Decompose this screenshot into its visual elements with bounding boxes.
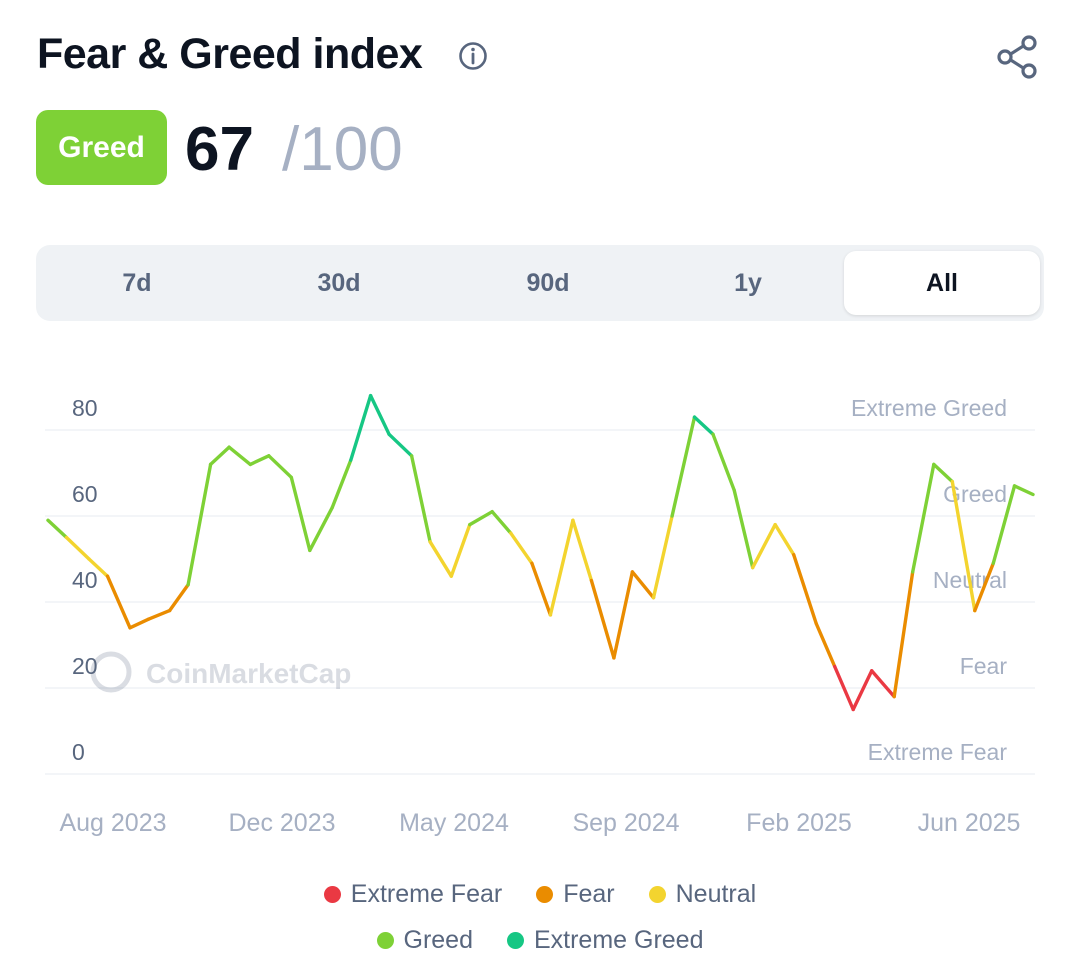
series-segment	[911, 462, 936, 574]
legend-item-extreme-greed: Extreme Greed	[506, 926, 704, 955]
legend-item-fear: Fear	[536, 880, 615, 909]
series-segment	[670, 415, 697, 518]
series-segment	[692, 415, 715, 437]
x-tick-label: Sep 2024	[572, 809, 679, 837]
series-segment	[571, 518, 594, 583]
series-segment	[630, 570, 656, 600]
series-segment	[167, 583, 190, 613]
series-segment	[289, 475, 312, 553]
legend-dot	[376, 932, 394, 949]
x-tick-label: Dec 2023	[228, 809, 335, 837]
series-segment	[711, 432, 736, 492]
series-segment	[449, 522, 472, 578]
zone-label: Extreme Fear	[868, 739, 1008, 765]
series-segment	[308, 505, 334, 553]
series-segment	[991, 484, 1017, 566]
legend-item-neutral: Neutral	[648, 880, 757, 909]
share-icon[interactable]	[995, 33, 1041, 81]
x-tick-label: Feb 2025	[746, 809, 852, 837]
y-tick-label: 40	[72, 567, 98, 593]
watermark: CoinMarketCap	[90, 651, 351, 693]
series-segment	[814, 621, 837, 669]
series-segment	[1012, 484, 1035, 497]
series-segment	[612, 570, 635, 660]
series-segment	[932, 462, 954, 484]
info-icon[interactable]	[458, 41, 488, 71]
tab-90d[interactable]: 90d	[526, 268, 570, 297]
y-tick-label: 80	[72, 395, 98, 421]
legend-label: Greed	[403, 926, 473, 954]
legend-dot	[648, 886, 666, 903]
series-segment	[751, 522, 777, 570]
watermark-text: CoinMarketCap	[146, 658, 351, 689]
legend-label: Neutral	[675, 880, 757, 908]
series-segment	[773, 522, 796, 557]
series-segment	[46, 518, 69, 540]
series-segment	[468, 509, 494, 527]
y-tick-label: 0	[72, 739, 85, 765]
series-segment	[227, 445, 253, 467]
legend-item-greed: Greed	[376, 926, 473, 955]
legend-item-extreme-fear: Extreme Fear	[323, 880, 503, 909]
series-segment	[208, 445, 231, 467]
series-segment	[833, 664, 855, 712]
series-segment	[892, 570, 915, 699]
y-tick-label: 20	[72, 653, 98, 679]
series-segment	[387, 432, 414, 458]
series-segment	[530, 561, 553, 617]
series-segment	[105, 574, 132, 630]
tab-1y[interactable]: 1y	[734, 268, 762, 297]
zone-label: Fear	[960, 653, 1008, 679]
sentiment-badge: Greed	[36, 110, 167, 185]
series-segment	[128, 617, 151, 630]
series-segment	[267, 454, 293, 480]
tab-7d[interactable]: 7d	[122, 268, 152, 297]
x-tick-label: Aug 2023	[59, 809, 166, 837]
page-title: Fear & Greed index	[37, 30, 423, 78]
series-segment	[851, 669, 874, 712]
series-segment	[64, 535, 91, 561]
legend-dot	[506, 932, 524, 949]
series-segment	[792, 552, 818, 626]
series-segment	[651, 514, 674, 600]
index-value: 67	[185, 115, 254, 184]
legend-label: Fear	[563, 880, 615, 908]
series-segment	[186, 462, 213, 587]
series-segment	[248, 454, 271, 467]
series-segment	[87, 557, 110, 578]
series-segment	[950, 479, 977, 613]
tab-all[interactable]: All	[844, 251, 1040, 315]
series-segment	[349, 393, 373, 462]
legend-row-2: Greed Extreme Greed	[0, 926, 1080, 955]
legend-dot	[323, 886, 341, 903]
series-segment	[548, 518, 575, 617]
index-max: /100	[282, 115, 403, 184]
series-segment	[870, 669, 896, 699]
series-segment	[732, 488, 755, 570]
legend-label: Extreme Greed	[533, 926, 704, 954]
legend-dot	[536, 886, 554, 903]
series-segment	[428, 540, 453, 578]
tab-30d[interactable]: 30d	[317, 268, 361, 297]
series-segment	[330, 458, 353, 510]
series-segment	[589, 578, 616, 660]
time-range-tabs: 7d 30d 90d 1y All	[36, 245, 1044, 321]
legend-row-1: Extreme Fear Fear Neutral	[0, 880, 1080, 909]
x-tick-label: Jun 2025	[918, 809, 1021, 837]
series-segment	[146, 608, 172, 621]
series-segment	[368, 393, 391, 437]
x-tick-label: May 2024	[399, 809, 509, 837]
y-tick-label: 60	[72, 481, 98, 507]
series-segment	[509, 531, 534, 566]
zone-label: Extreme Greed	[851, 395, 1007, 421]
legend-label: Extreme Fear	[350, 880, 503, 908]
coinmarketcap-logo-icon	[90, 651, 132, 693]
series-segment	[490, 509, 513, 535]
series-segment	[973, 561, 995, 613]
series-segment	[409, 454, 432, 544]
